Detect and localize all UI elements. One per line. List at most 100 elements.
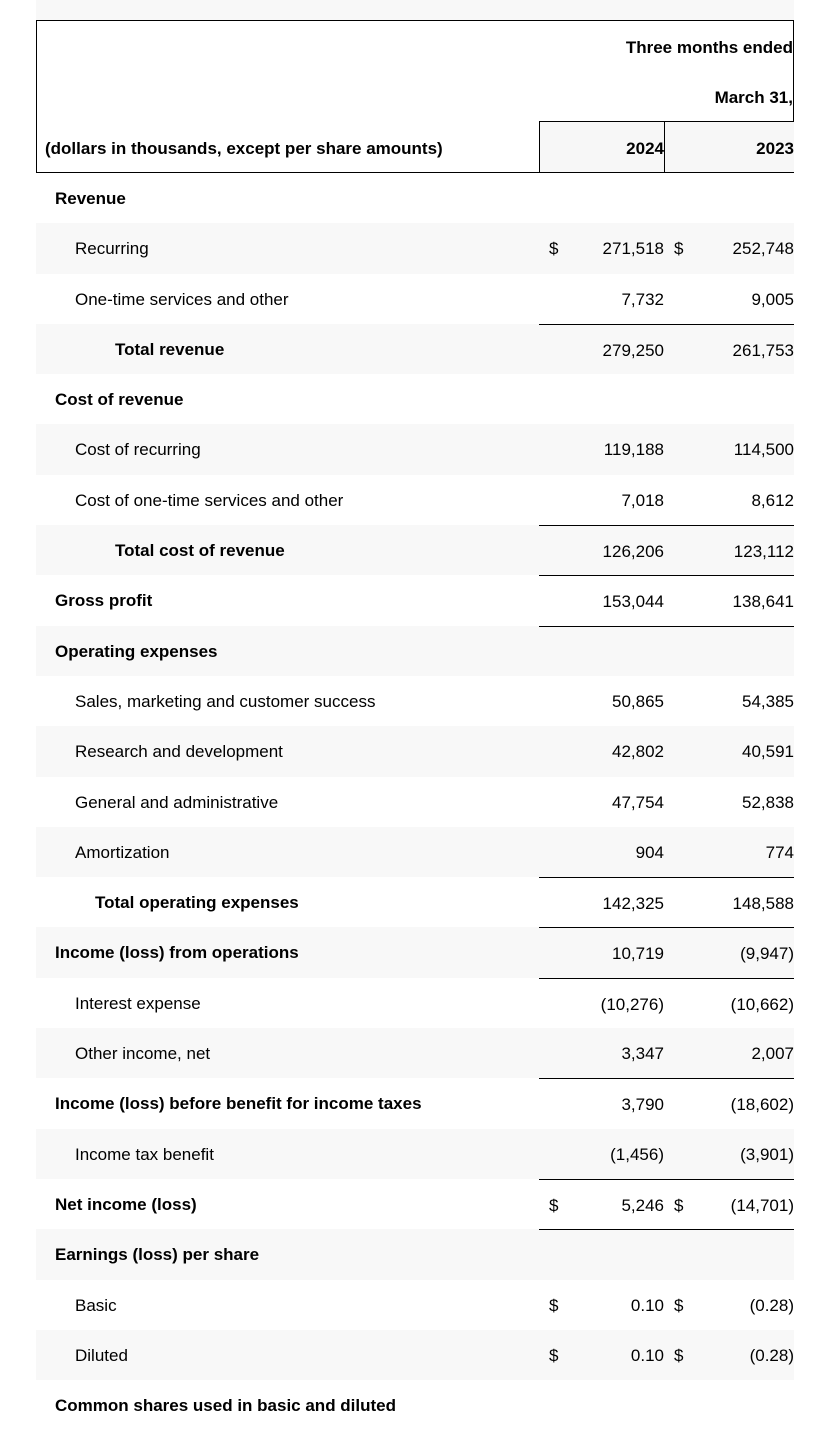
row-label: Income (loss) before benefit for income … [55, 1094, 422, 1114]
value: (14,701) [730, 1195, 794, 1215]
value-cell-2023: $ (0.28) [664, 1280, 794, 1330]
value-cell-2023: 8,612 [664, 475, 794, 525]
row-label: Earnings (loss) per share [55, 1245, 260, 1265]
value-cell-2023: $ (0.28) [664, 1330, 794, 1380]
row-label: Net income (loss) [55, 1194, 197, 1214]
value-cell-2024: (1,456) [539, 1129, 664, 1179]
value-cell-2023 [664, 374, 794, 424]
value: (0.28) [749, 1345, 794, 1365]
value: 40,591 [742, 742, 794, 762]
value: (18,602) [730, 1095, 794, 1115]
row-label: Other income, net [75, 1044, 211, 1064]
value: 279,250 [602, 340, 664, 360]
value: 123,112 [733, 542, 794, 562]
value-cell-2024: $5,246 [539, 1178, 664, 1229]
value-cell-2024: 153,044 [539, 575, 664, 625]
row-label: Cost of one-time services and other [75, 490, 344, 510]
table-row: Recurring $271,518 $252,748 [36, 223, 794, 274]
value-cell-2023 [664, 1229, 794, 1279]
value-cell-2023: 52,838 [664, 777, 794, 827]
value-cell-2023: 40,591 [664, 726, 794, 776]
value: 7,732 [621, 289, 664, 309]
value: 9,005 [751, 289, 794, 309]
value: 126,206 [602, 542, 664, 562]
row-label: Cost of revenue [55, 390, 184, 410]
value: 904 [635, 842, 664, 862]
row-label: Income tax benefit [75, 1144, 214, 1164]
year-2024-header: 2024 [539, 121, 664, 172]
value: 119,188 [603, 440, 664, 460]
value: 3,790 [621, 1095, 664, 1115]
value-cell-2023: 114,500 [664, 424, 794, 474]
table-row: Amortization 904 774 [36, 826, 794, 878]
table-row: Income (loss) from operations 10,719 (9,94… [36, 927, 794, 978]
value: 153,044 [602, 592, 664, 612]
value-cell-2024: 10,719 [539, 927, 664, 977]
table-row: Total operating expenses 142,325 148,588 [36, 877, 794, 927]
row-label: Diluted [75, 1345, 128, 1365]
value-cell-2024 [539, 173, 664, 223]
table-row: Cost of recurring 119,188 114,500 [36, 424, 794, 475]
row-label: Recurring [75, 239, 149, 259]
value: 50,865 [612, 691, 664, 711]
row-label: One-time services and other [75, 289, 289, 309]
currency-symbol: $ [549, 1345, 559, 1365]
value: 47,754 [612, 792, 664, 812]
value-cell-2023: 9,005 [664, 274, 794, 324]
value-cell-2023: 261,753 [664, 323, 794, 374]
table-row: Other income, net 3,347 2,007 [36, 1028, 794, 1079]
row-label: Operating expenses [55, 641, 218, 661]
units-label: (dollars in thousands, except per share … [45, 139, 443, 158]
value: 54,385 [742, 691, 794, 711]
value-cell-2024: 42,802 [539, 726, 664, 776]
value: (1,456) [610, 1144, 664, 1164]
value-cell-2023: (10,662) [664, 977, 794, 1028]
value-cell-2024: 142,325 [539, 877, 664, 927]
row-label: Cost of recurring [75, 440, 201, 460]
value: 252,748 [732, 239, 794, 259]
table-header: Three months ended March 31, (dollars in… [36, 20, 794, 173]
value-cell-2024: $0.10 [539, 1280, 664, 1330]
value: 261,753 [732, 340, 794, 360]
top-spacer [36, 0, 794, 20]
table-row: Revenue [36, 173, 794, 223]
value-cell-2023: $252,748 [664, 223, 794, 273]
value-cell-2023: (18,602) [664, 1078, 794, 1128]
value: (10,276) [600, 994, 664, 1014]
value: 142,325 [602, 894, 664, 914]
row-label: Interest expense [75, 993, 201, 1013]
currency-symbol: $ [674, 1345, 684, 1365]
value: 52,838 [742, 792, 794, 812]
value-cell-2023: 148,588 [664, 877, 794, 927]
value: 774 [765, 842, 794, 862]
value-cell-2024: 7,732 [539, 274, 664, 324]
value: 8,612 [751, 490, 794, 510]
value: (9,947) [740, 944, 794, 964]
table-row: Income tax benefit (1,456) (3,901) [36, 1128, 794, 1179]
value-cell-2024: 126,206 [539, 525, 664, 575]
table-row: Interest expense (10,276) (10,662) [36, 977, 794, 1028]
date-label: March 31, [714, 88, 793, 107]
table-row: Gross profit 153,044 138,641 [36, 575, 794, 625]
value-cell-2023: 54,385 [664, 676, 794, 726]
income-statement-rows: Revenue Recurring $271,518 $252,748 One-time… [36, 173, 794, 1430]
year-2023-header: 2023 [664, 121, 794, 172]
row-label: Amortization [75, 842, 170, 862]
row-label: General and administrative [75, 792, 279, 812]
row-label: Basic [75, 1295, 117, 1315]
table-row: Basic $0.10 $ (0.28) [36, 1280, 794, 1330]
row-label: Total operating expenses [95, 893, 299, 913]
table-row: Net income (loss) $5,246 $ (14,701) [36, 1178, 794, 1229]
value: (0.28) [749, 1295, 794, 1315]
table-row: Diluted $0.10 $ (0.28) [36, 1329, 794, 1381]
currency-symbol: $ [549, 1295, 559, 1315]
row-label: Sales, marketing and customer success [75, 691, 376, 711]
value-cell-2024: 119,188 [539, 424, 664, 474]
value-cell-2024: 7,018 [539, 475, 664, 525]
currency-symbol: $ [674, 239, 684, 259]
table-row: Common shares used in basic and diluted [36, 1380, 794, 1430]
value-cell-2024 [539, 374, 664, 424]
row-label: Total cost of revenue [115, 541, 285, 561]
table-row: General and administrative 47,754 52,838 [36, 777, 794, 827]
value-cell-2024: 904 [539, 827, 664, 877]
